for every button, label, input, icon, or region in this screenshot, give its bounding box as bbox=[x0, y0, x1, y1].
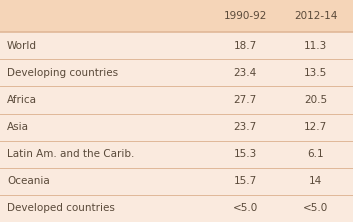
Text: Latin Am. and the Carib.: Latin Am. and the Carib. bbox=[7, 149, 134, 159]
Bar bbox=[0, 0, 353, 32]
Text: Asia: Asia bbox=[7, 122, 29, 132]
Bar bbox=[0, 86, 353, 113]
Bar bbox=[0, 32, 353, 59]
Bar bbox=[0, 168, 353, 195]
Text: Developed countries: Developed countries bbox=[7, 203, 115, 213]
Text: 23.4: 23.4 bbox=[234, 68, 257, 78]
Text: 18.7: 18.7 bbox=[234, 41, 257, 51]
Bar bbox=[0, 113, 353, 141]
Text: 15.3: 15.3 bbox=[234, 149, 257, 159]
Text: World: World bbox=[7, 41, 37, 51]
Text: 6.1: 6.1 bbox=[307, 149, 324, 159]
Text: 1990-92: 1990-92 bbox=[224, 11, 267, 21]
Text: 12.7: 12.7 bbox=[304, 122, 328, 132]
Text: Developing countries: Developing countries bbox=[7, 68, 118, 78]
Text: <5.0: <5.0 bbox=[303, 203, 329, 213]
Bar bbox=[0, 141, 353, 168]
Bar bbox=[0, 195, 353, 222]
Text: 13.5: 13.5 bbox=[304, 68, 328, 78]
Text: Africa: Africa bbox=[7, 95, 37, 105]
Text: 15.7: 15.7 bbox=[234, 176, 257, 186]
Text: 20.5: 20.5 bbox=[304, 95, 328, 105]
Text: 11.3: 11.3 bbox=[304, 41, 328, 51]
Text: <5.0: <5.0 bbox=[233, 203, 258, 213]
Text: 27.7: 27.7 bbox=[234, 95, 257, 105]
Text: 14: 14 bbox=[309, 176, 323, 186]
Text: 23.7: 23.7 bbox=[234, 122, 257, 132]
Bar bbox=[0, 59, 353, 86]
Text: 2012-14: 2012-14 bbox=[294, 11, 337, 21]
Text: Oceania: Oceania bbox=[7, 176, 50, 186]
